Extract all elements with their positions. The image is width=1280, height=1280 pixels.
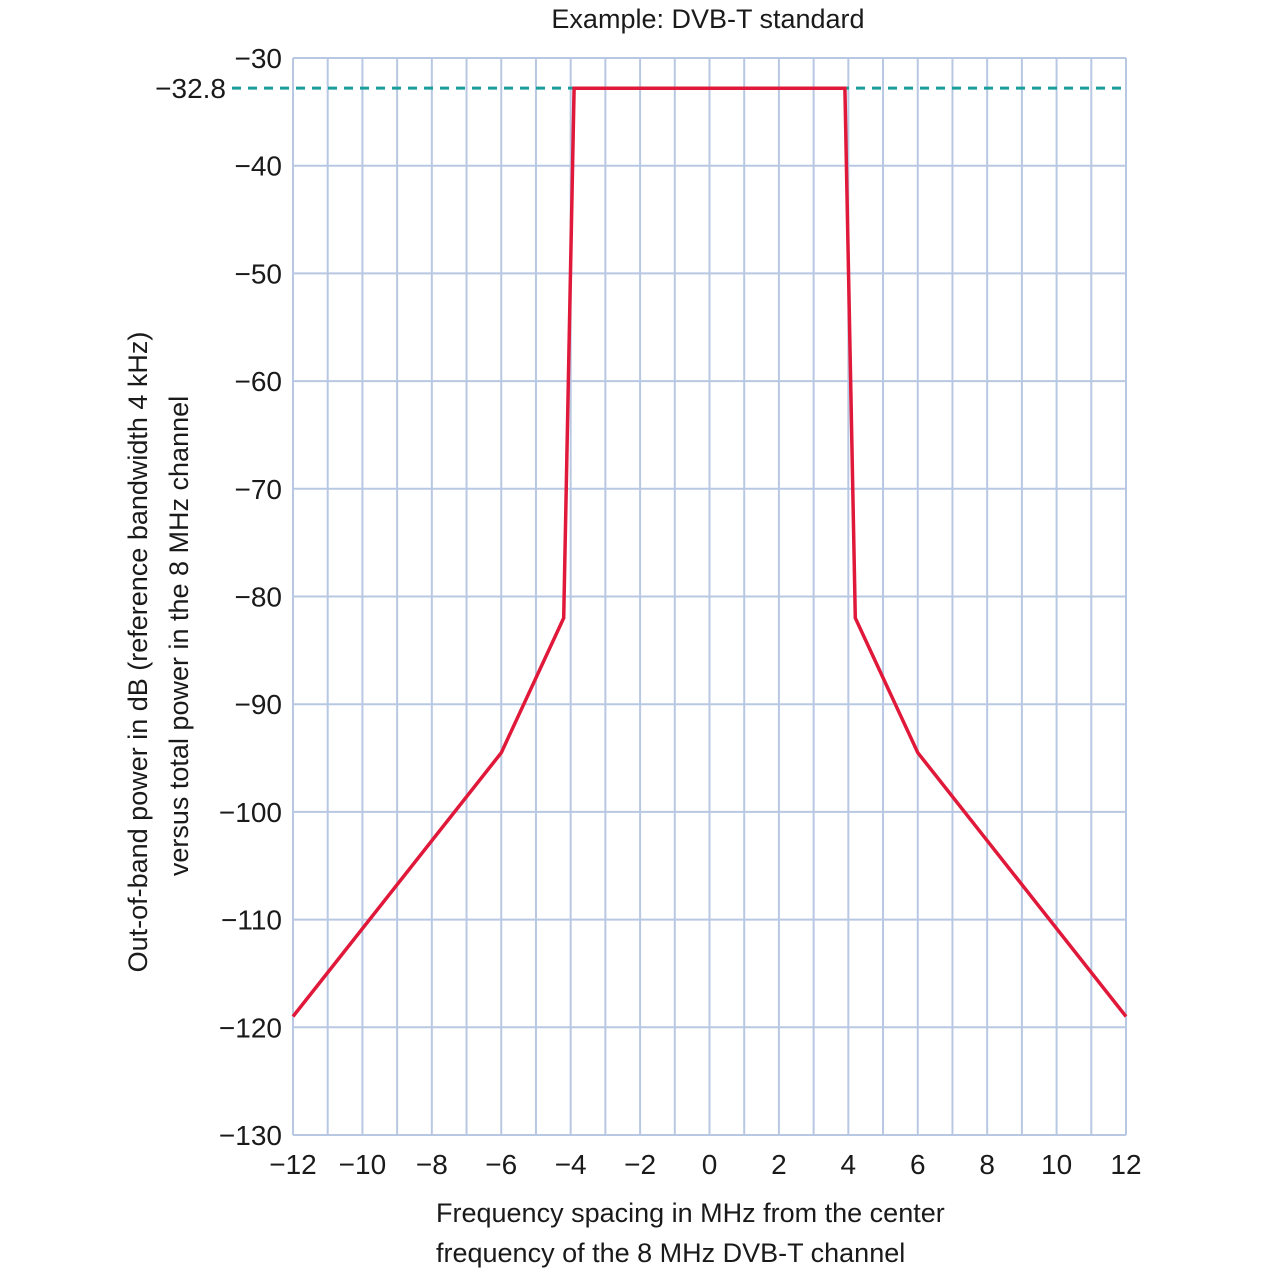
y-tick-label: −130 <box>219 1120 282 1151</box>
x-tick-label: −10 <box>339 1149 387 1180</box>
x-tick-label: 0 <box>702 1149 718 1180</box>
y-tick-label: −50 <box>235 258 283 289</box>
x-tick-label: −6 <box>485 1149 517 1180</box>
x-tick-label: −4 <box>555 1149 587 1180</box>
x-axis-ticks: −12 −10 −8 −6 −4 −2 0 2 4 6 8 10 12 <box>269 1149 1141 1180</box>
x-tick-label: 6 <box>910 1149 926 1180</box>
x-tick-label: 10 <box>1041 1149 1072 1180</box>
series-group <box>291 86 1128 1018</box>
x-tick-label: 4 <box>841 1149 857 1180</box>
reference-line-label: −32.8 <box>155 73 226 104</box>
y-tick-label: −60 <box>235 366 283 397</box>
y-tick-label: −90 <box>235 689 283 720</box>
x-tick-label: −12 <box>269 1149 317 1180</box>
reference-line-group: −32.8 <box>155 73 1126 104</box>
y-tick-label: −120 <box>219 1012 282 1043</box>
y-tick-label: −30 <box>235 43 283 74</box>
x-axis-label: Frequency spacing in MHz from the center… <box>436 1198 945 1268</box>
x-tick-label: −8 <box>416 1149 448 1180</box>
series-line <box>291 86 1128 1018</box>
y-tick-label: −110 <box>221 905 282 936</box>
x-tick-label: 2 <box>771 1149 787 1180</box>
y-axis-label-line-2: versus total power in the 8 MHz channel <box>164 396 194 876</box>
y-axis-label-line-1: Out-of-band power in dB (reference bandw… <box>123 332 153 973</box>
x-axis-label-line-2: frequency of the 8 MHz DVB-T channel <box>436 1238 905 1268</box>
x-tick-label: 8 <box>979 1149 995 1180</box>
x-tick-label: 12 <box>1110 1149 1141 1180</box>
grid <box>292 57 1127 1136</box>
x-axis-label-line-1: Frequency spacing in MHz from the center <box>436 1198 945 1228</box>
y-tick-label: −40 <box>235 151 283 182</box>
y-tick-label: −70 <box>235 474 283 505</box>
y-tick-label: −80 <box>235 582 283 613</box>
y-tick-label: −100 <box>219 797 282 828</box>
x-tick-label: −2 <box>624 1149 656 1180</box>
chart-title: Example: DVB-T standard <box>551 4 864 34</box>
y-axis-ticks: −30 −40 −50 −60 −70 −80 −90 −100 −110 −120 −130 <box>219 43 282 1151</box>
y-axis-label: Out-of-band power in dB (reference bandw… <box>123 332 194 973</box>
